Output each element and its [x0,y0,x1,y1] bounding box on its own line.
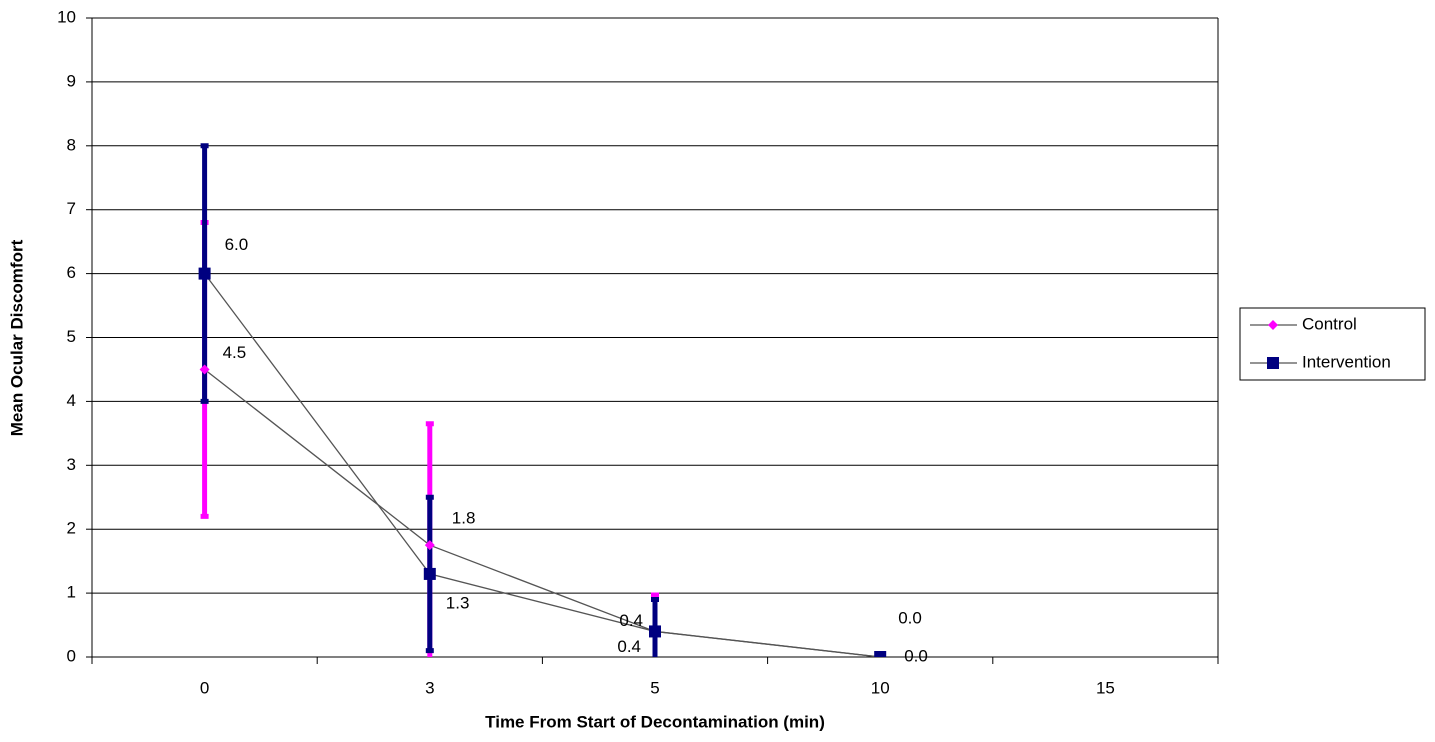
y-tick-label: 2 [67,519,76,538]
plot-area [198,143,887,657]
legend-label: Intervention [1302,352,1391,371]
y-tick-label: 4 [67,391,76,410]
data-label: 1.3 [446,593,470,612]
y-tick-label: 10 [57,7,76,26]
data-label: 1.8 [452,509,476,528]
data-label: 0.4 [617,637,641,656]
y-axis-title: Mean Ocular Discomfort [7,239,26,436]
legend-marker [1267,357,1279,369]
y-tick-label: 1 [67,583,76,602]
marker [199,364,210,375]
x-tick-label: 5 [650,678,659,697]
y-tick-label: 6 [67,263,76,282]
y-tick-label: 7 [67,199,76,218]
x-tick-label: 0 [200,678,209,697]
marker [874,651,887,657]
x-tick-label: 15 [1096,678,1115,697]
data-label: 6.0 [225,235,249,254]
y-tick-label: 5 [67,327,76,346]
marker [424,540,435,551]
legend-marker [1268,320,1278,330]
data-label: 0.0 [904,646,928,665]
legend-label: Control [1302,314,1357,333]
series-line [204,368,881,657]
x-axis-title: Time From Start of Decontamination (min) [485,712,825,731]
marker [649,625,661,638]
y-tick-label: 8 [67,135,76,154]
series-line [204,273,881,657]
y-tick-label: 3 [67,455,76,474]
data-label: 0.0 [898,608,922,627]
marker [423,567,436,580]
x-tick-label: 3 [425,678,434,697]
data-label: 0.4 [619,611,643,630]
marker [198,267,211,280]
data-label: 4.5 [223,343,247,362]
x-tick-label: 10 [871,678,890,697]
y-tick-label: 0 [67,646,76,665]
y-tick-label: 9 [67,71,76,90]
